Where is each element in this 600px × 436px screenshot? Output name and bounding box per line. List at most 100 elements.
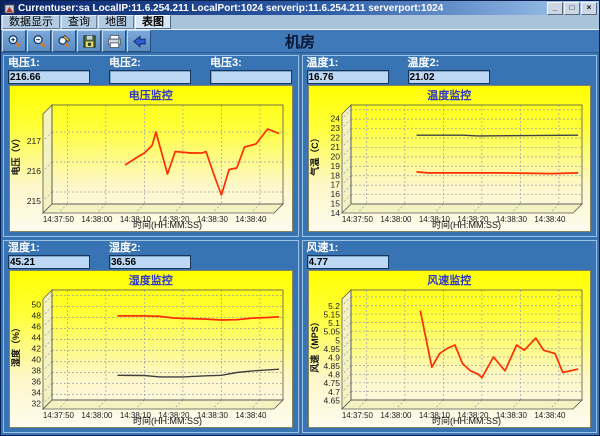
magnifier-minus-icon (33, 34, 46, 48)
field-label-temperature-1: 温度1: (306, 57, 339, 69)
svg-text:14:37:50: 14:37:50 (341, 411, 373, 420)
window-controls: _ □ × (547, 1, 597, 15)
svg-text:36: 36 (32, 377, 42, 387)
svg-text:4.9: 4.9 (328, 352, 340, 362)
svg-text:42: 42 (32, 344, 42, 354)
back-button[interactable] (127, 30, 151, 52)
y-axis-label: 电压（V） (10, 133, 21, 175)
chart-title-temperature: 温度监控 (427, 90, 472, 102)
chart-canvas-temperature: 14 15 16 17 18 19 20 21 22 23 24 14:37:50 14:38:00 14… (309, 100, 591, 231)
left-arrow-icon (132, 34, 146, 48)
menu-tab-data-display[interactable]: 数据显示 (2, 15, 60, 29)
field-input-voltage-3[interactable] (210, 70, 292, 84)
svg-text:4.85: 4.85 (323, 361, 340, 371)
minimize-button[interactable]: _ (547, 1, 563, 15)
print-button[interactable] (102, 30, 126, 52)
printer-icon (107, 34, 121, 48)
chart-canvas-wind: 4.65 4.7 4.75 4.8 4.85 4.9 4.95 5 5.05 5.1 5.15 5.2… (309, 285, 591, 427)
svg-text:14:38:40: 14:38:40 (235, 411, 267, 420)
field-input-humidity-1[interactable] (8, 255, 90, 269)
toolbar: 机房 (1, 30, 599, 53)
svg-text:14:37:50: 14:37:50 (341, 215, 373, 224)
svg-text:217: 217 (27, 136, 41, 146)
field-temperature-1: 温度1: (306, 57, 389, 84)
svg-text:17: 17 (330, 180, 340, 190)
svg-text:15: 15 (330, 199, 340, 209)
svg-text:14:38:30: 14:38:30 (495, 411, 527, 420)
x-axis-label: 时间(HH:MM:SS) (432, 415, 501, 426)
field-label-voltage-2: 电压2: (109, 57, 141, 69)
field-wind-1: 风速1: (306, 242, 389, 269)
svg-text:5.1: 5.1 (328, 318, 340, 328)
chart-plot-wind: 4.654.74.754.84.854.94.9555.055.15.155.2… (309, 289, 583, 426)
svg-text:18: 18 (330, 170, 340, 180)
svg-text:215: 215 (27, 196, 41, 206)
svg-text:5.15: 5.15 (323, 309, 340, 319)
svg-text:24: 24 (330, 114, 340, 124)
field-input-voltage-2[interactable] (109, 70, 191, 84)
floppy-disk-icon (82, 34, 96, 48)
annotate-button[interactable] (52, 30, 76, 52)
svg-text:20: 20 (330, 151, 340, 161)
chart-title-voltage: 电压监控 (128, 90, 173, 102)
chart-title-humidity: 湿度监控 (128, 275, 173, 287)
field-humidity-1: 湿度1: (8, 242, 90, 269)
field-label-wind-1: 风速1: (306, 242, 339, 254)
field-input-temperature-2[interactable] (407, 70, 490, 84)
svg-text:14:38:30: 14:38:30 (495, 215, 527, 224)
restore-button[interactable]: □ (564, 1, 580, 15)
panel-wind: 风速1: 风速监控 4.654.74.754.84.854.94.9555.05… (301, 240, 597, 433)
svg-text:14:38:00: 14:38:00 (380, 215, 412, 224)
fields-row-voltage: 电压1: 电压2: 电压3: (4, 56, 298, 84)
field-label-temperature-2: 温度2: (407, 57, 440, 69)
field-input-humidity-2[interactable] (109, 255, 191, 269)
field-input-voltage-1[interactable] (8, 70, 90, 84)
field-label-voltage-1: 电压1: (8, 57, 40, 69)
save-button[interactable] (77, 30, 101, 52)
svg-text:14:38:10: 14:38:10 (120, 411, 152, 420)
svg-text:14:38:10: 14:38:10 (418, 411, 450, 420)
zoom-in-button[interactable] (2, 30, 26, 52)
svg-text:38: 38 (32, 366, 42, 376)
dashboard-grid: 电压1:电压2:电压3: 电压监控 21521621714:37:5014:38… (1, 53, 599, 435)
menu-tab-map[interactable]: 地图 (98, 15, 134, 29)
svg-text:14: 14 (330, 208, 340, 218)
svg-text:5: 5 (335, 335, 340, 345)
chart-voltage: 电压监控 215 216 217 14:37:50 14:38:00 14:38:10 14… (9, 85, 293, 232)
menu-tab-chart-view[interactable]: 表图 (135, 15, 171, 29)
series-风速1 (418, 310, 578, 379)
panel-voltage: 电压1: 电压2: 电压3: 电压监控 215 216 217 14:37:50 14:38… (3, 55, 299, 237)
field-voltage-2: 电压2: (109, 57, 191, 84)
chart-title-wind: 风速监控 (427, 275, 472, 287)
zoom-out-button[interactable] (27, 30, 51, 52)
menu-tab-query[interactable]: 查询 (61, 15, 97, 29)
svg-text:48: 48 (32, 311, 42, 321)
svg-text:44: 44 (32, 333, 42, 343)
field-input-temperature-1[interactable] (306, 70, 389, 84)
svg-text:14:38:00: 14:38:00 (81, 411, 113, 420)
svg-text:14:38:00: 14:38:00 (81, 215, 113, 224)
svg-text:4.7: 4.7 (328, 387, 340, 397)
y-axis-label: 风速（MPS） (309, 317, 320, 373)
field-temperature-2: 温度2: (407, 57, 490, 84)
svg-text:216: 216 (27, 166, 41, 176)
svg-text:5.2: 5.2 (328, 301, 340, 311)
svg-text:50: 50 (32, 300, 42, 310)
svg-text:16: 16 (330, 189, 340, 199)
svg-text:14:37:50: 14:37:50 (43, 411, 75, 420)
svg-text:4.8: 4.8 (328, 370, 340, 380)
svg-text:22: 22 (330, 133, 340, 143)
field-input-wind-1[interactable] (306, 255, 389, 269)
close-button[interactable]: × (581, 1, 597, 15)
chart-canvas-voltage: 215 216 217 14:37:50 14:38:00 14:38:10 14:38:2… (10, 100, 292, 231)
svg-text:19: 19 (330, 161, 340, 171)
window-title: Currentuser:sa LocalIP:11.6.254.211 Loca… (18, 2, 444, 14)
magnifier-plus-icon (8, 34, 21, 48)
field-label-humidity-1: 湿度1: (8, 242, 40, 254)
fields-row-humidity: 湿度1: 湿度2: (4, 241, 298, 269)
svg-text:14:38:30: 14:38:30 (197, 215, 229, 224)
